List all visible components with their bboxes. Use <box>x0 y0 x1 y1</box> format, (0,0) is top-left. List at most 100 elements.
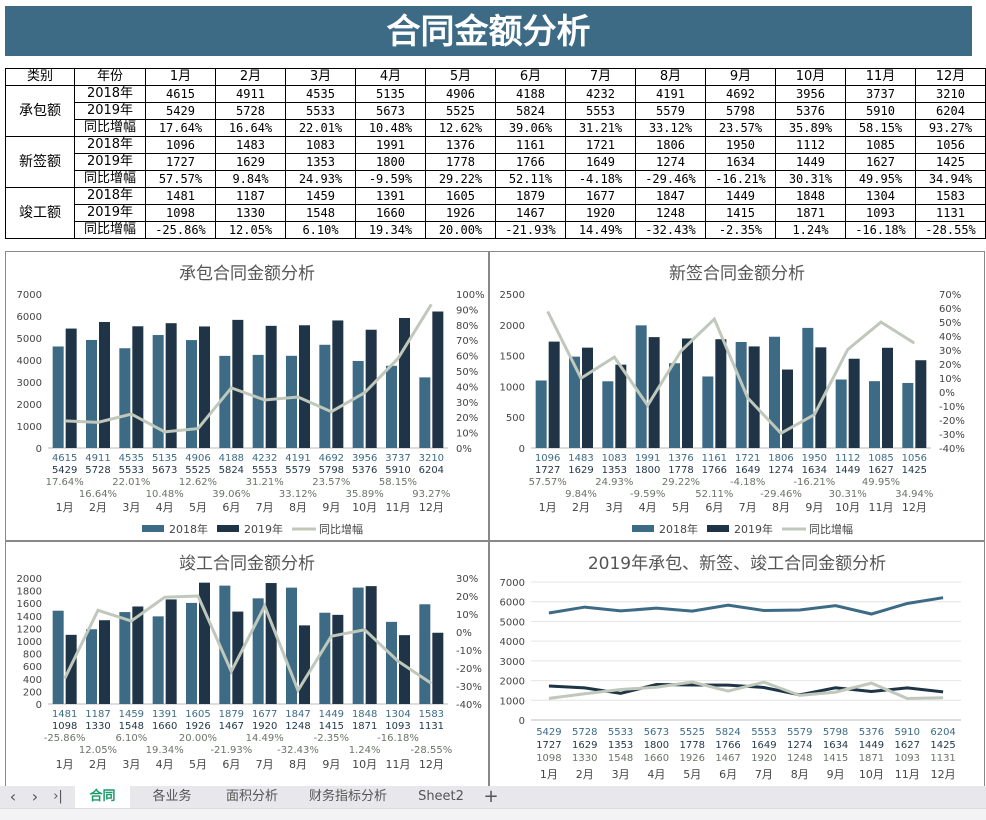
bar-data-label: 1721 <box>735 453 760 464</box>
chart-title: 承包合同金额分析 <box>179 264 315 284</box>
bar-data-label: 1459 <box>119 709 144 720</box>
last-sheet-button[interactable]: ›| <box>53 789 63 804</box>
header-cell: 8月 <box>635 68 706 86</box>
line-data-label: 1353 <box>608 740 633 751</box>
value-cell: 29.22% <box>425 170 496 188</box>
header-cell: 12月 <box>915 68 986 86</box>
y-tick-label: 1000 <box>500 382 525 393</box>
value-cell: 1449 <box>775 153 846 171</box>
value-cell: 4191 <box>635 85 706 103</box>
bar-data-label: 5824 <box>219 465 244 476</box>
bar-data-label: 4692 <box>319 453 344 464</box>
tab-sheet2[interactable]: Sheet2 <box>418 789 464 804</box>
tab-finance[interactable]: 财务指标分析 <box>308 789 387 804</box>
bar-2018年 <box>602 381 614 448</box>
bar-data-label: 1083 <box>602 453 627 464</box>
bar-data-label: 1879 <box>219 709 244 720</box>
growth-data-label: 16.64% <box>79 489 117 500</box>
growth-data-label: 20.00% <box>179 733 217 744</box>
y-tick-label: 6000 <box>500 598 525 609</box>
category-cell: 新签额 <box>5 136 75 188</box>
growth-data-label: 14.49% <box>246 733 284 744</box>
x-tick-label: 3月 <box>122 758 140 771</box>
y2-tick-label: 40% <box>939 332 961 343</box>
bar-2019年 <box>199 582 210 704</box>
y-tick-label: 0 <box>519 716 525 727</box>
bar-data-label: 1766 <box>702 465 727 476</box>
next-sheet-button[interactable]: › <box>31 787 39 806</box>
y-tick-label: 2000 <box>500 321 525 332</box>
line-data-label: 1425 <box>930 740 955 751</box>
bar-data-label: 4232 <box>252 453 277 464</box>
bar-2018年 <box>186 340 197 448</box>
bar-2019年 <box>432 311 444 448</box>
bar-data-label: 1950 <box>802 453 827 464</box>
x-tick-label: 3月 <box>605 501 623 514</box>
bar-2019年 <box>332 614 344 704</box>
chart-title: 竣工合同金额分析 <box>179 554 315 574</box>
y-tick-label: 1600 <box>17 599 42 610</box>
value-cell: 5798 <box>705 102 776 120</box>
y2-tick-label: 30% <box>456 398 478 409</box>
bar-data-label: 1920 <box>252 721 277 732</box>
growth-data-label: -2.35% <box>314 733 349 744</box>
table-row: 2019年 5429 5728 5533 5673 5525 5824 5553 5579 579… <box>6 102 986 120</box>
x-tick-label: 4月 <box>639 501 657 514</box>
tab-area[interactable]: 面积分析 <box>225 789 278 804</box>
bar-2018年 <box>419 604 431 704</box>
prev-sheet-button[interactable]: ‹ <box>9 787 17 806</box>
x-tick-label: 12月 <box>931 768 956 781</box>
bar-data-label: 1415 <box>319 721 344 732</box>
bar-data-label: 4615 <box>52 453 77 464</box>
chart-title: 新签合同金额分析 <box>669 264 805 284</box>
y2-tick-label: 0% <box>939 388 955 399</box>
y-tick-label: 0 <box>519 444 525 455</box>
svg-text:2019年: 2019年 <box>244 522 283 536</box>
bar-2019年 <box>165 323 177 448</box>
y2-tick-label: 30% <box>456 574 478 585</box>
bar-data-label: 1649 <box>735 465 760 476</box>
y2-tick-label: 10% <box>456 429 478 440</box>
bar-data-label: 1605 <box>185 709 210 720</box>
bar-2019年 <box>99 321 110 448</box>
row-label: 2018年 <box>74 136 146 154</box>
value-cell: 31.21% <box>565 119 636 137</box>
y-tick-label: 3000 <box>17 378 42 389</box>
bar-2018年 <box>735 341 747 448</box>
bar-2018年 <box>635 325 647 448</box>
x-tick-label: 1月 <box>56 501 74 514</box>
x-tick-label: 2月 <box>89 501 107 514</box>
bar-data-label: 4191 <box>285 453 310 464</box>
growth-data-label: 17.64% <box>46 477 84 488</box>
value-cell: 4906 <box>425 85 496 103</box>
bar-2019年 <box>548 341 560 448</box>
x-tick-label: 1月 <box>540 768 558 781</box>
header-cell: 类别 <box>5 68 75 86</box>
add-sheet-button[interactable]: + <box>483 786 499 807</box>
row-label: 2018年 <box>74 187 146 205</box>
x-tick-label: 9月 <box>805 501 823 514</box>
value-cell: 57.57% <box>145 170 216 188</box>
value-cell: -28.55% <box>915 221 986 239</box>
value-cell: 5728 <box>215 102 286 120</box>
tab-business[interactable]: 各业务 <box>152 789 192 804</box>
bar-2018年 <box>419 377 431 448</box>
value-cell: 1459 <box>285 187 356 205</box>
y-tick-label: 2000 <box>17 574 42 585</box>
growth-data-label: -16.21% <box>793 477 835 488</box>
value-cell: 5533 <box>285 102 356 120</box>
bar-2018年 <box>319 344 331 448</box>
legend-item: 2018年 <box>632 522 698 536</box>
x-tick-label: 10月 <box>352 501 377 514</box>
growth-data-label: -9.59% <box>630 489 665 500</box>
value-cell: 1778 <box>425 153 496 171</box>
bar-2018年 <box>386 621 397 704</box>
value-cell: 4188 <box>495 85 566 103</box>
bar-2018年 <box>386 365 397 448</box>
chart-2019-lines: 2019年承包、新签、竣工合同金额分析 0 1000 2000 3000 4000 5000… <box>489 541 985 803</box>
value-cell: 1096 <box>145 136 216 154</box>
line-data-label: 1548 <box>608 753 633 764</box>
x-tick-label: 12月 <box>419 501 444 514</box>
sheet-tab-bar: ‹ › ›| 合同 各业务 面积分析 财务指标分析 Sheet2 + <box>0 786 986 808</box>
tab-hetong[interactable]: 合同 <box>75 786 130 808</box>
